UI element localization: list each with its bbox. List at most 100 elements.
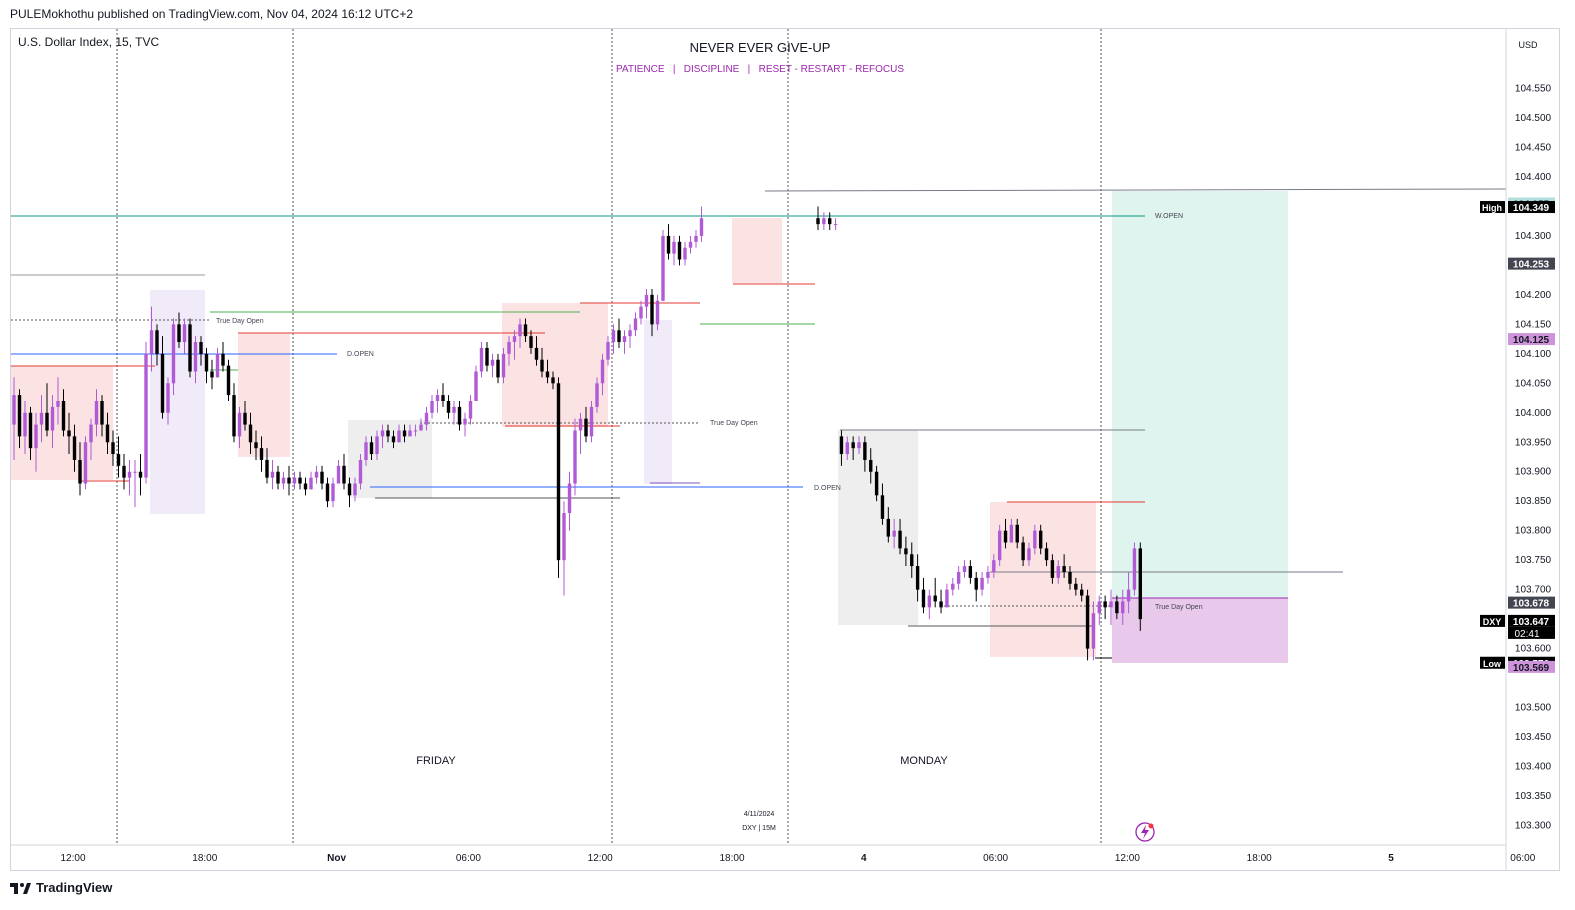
candle (851, 436, 855, 460)
candle (83, 436, 88, 490)
candle (1132, 542, 1137, 596)
price-label-value: 104.125 (1513, 335, 1550, 346)
candle-body (683, 247, 687, 260)
candle (215, 347, 220, 378)
candle (562, 501, 566, 596)
candle-body (699, 218, 704, 236)
annotation-layer: W.OPEN D.OPEN D.OPEN True Day Open True Day … (216, 213, 1203, 842)
candle-body (490, 359, 495, 366)
candle (12, 377, 16, 460)
candle-body (177, 324, 181, 343)
candle (833, 218, 838, 231)
symbol-legend[interactable]: U.S. Dollar Index, 15, TVC (18, 35, 160, 49)
candle (490, 353, 495, 378)
candle (353, 477, 357, 502)
candle (683, 241, 687, 266)
time-label: 18:00 (1247, 853, 1272, 864)
price-label: 103.569 (1508, 660, 1555, 674)
candle (193, 336, 198, 384)
candle (468, 395, 473, 425)
candle (138, 454, 143, 496)
candle (254, 430, 258, 460)
candle-body (1085, 595, 1090, 649)
candle (1027, 542, 1031, 567)
candle (1050, 554, 1055, 584)
price-label-bg (1508, 596, 1555, 609)
candle (986, 566, 990, 584)
candle-body (1033, 530, 1037, 549)
monday-label: MONDAY (900, 755, 948, 767)
candle-body (617, 330, 621, 343)
candle (1021, 536, 1025, 567)
candle-body (171, 324, 176, 384)
zone-purple-2 (644, 320, 672, 484)
candle-body (589, 406, 594, 437)
candle (331, 477, 335, 508)
candle (628, 324, 632, 348)
candle (380, 424, 385, 449)
candle (61, 389, 66, 437)
candle-body (105, 424, 110, 443)
candle (265, 448, 269, 484)
candle (358, 454, 363, 490)
candle-body (215, 353, 220, 378)
candle (699, 206, 704, 242)
candle (50, 395, 55, 449)
candle (874, 465, 879, 502)
price-tag: DXY (1483, 617, 1502, 627)
candle-body (391, 436, 396, 443)
candle (1003, 518, 1008, 549)
candle (523, 318, 528, 343)
candle (452, 400, 456, 425)
candles-layer (12, 206, 1142, 661)
time-label: Nov (327, 853, 346, 864)
price-tick: 103.400 (1515, 762, 1552, 773)
price-tick: 104.200 (1515, 290, 1552, 301)
candle-body (512, 336, 517, 343)
candle (997, 524, 1002, 567)
candle-body (606, 342, 610, 360)
candle-body (694, 235, 698, 242)
candle-body (12, 395, 16, 425)
candle (155, 324, 159, 366)
candle (910, 542, 914, 578)
candle-body (851, 442, 855, 449)
candle (822, 212, 826, 231)
price-label: 104.349 High (1480, 201, 1555, 214)
price-tick: 104.050 (1515, 378, 1552, 389)
candle (512, 330, 517, 360)
candle-body (1021, 542, 1025, 561)
candle-body (567, 483, 572, 514)
currency-label: USD (1518, 40, 1538, 50)
candle-body (67, 430, 71, 437)
candle-body (672, 241, 676, 254)
candle (933, 577, 937, 608)
price-tick: 103.600 (1515, 644, 1552, 655)
candle-body (248, 424, 253, 443)
candle (133, 459, 137, 508)
candle-body (259, 448, 264, 460)
candle (501, 347, 506, 384)
candle (573, 418, 577, 496)
candle (863, 436, 867, 472)
candle (974, 571, 978, 602)
candle (606, 336, 610, 366)
candle (188, 318, 192, 378)
candle-body (331, 483, 335, 502)
time-axis: 12:00 18:00 Nov 06:00 12:00 18:00 4 06:00 12:00 1… (11, 844, 1536, 864)
candle-body (1132, 548, 1137, 590)
candle (45, 383, 49, 437)
candle (276, 465, 280, 490)
candle (39, 395, 44, 443)
candle-body (1044, 548, 1049, 561)
candle-body (595, 383, 599, 407)
candle (199, 336, 203, 366)
tradingview-logo[interactable]: TradingView (10, 880, 112, 895)
candle (34, 412, 38, 472)
candle-body (226, 365, 231, 396)
candle (644, 288, 649, 319)
price-tag: High (1482, 203, 1502, 213)
candle (281, 471, 286, 490)
candle (672, 235, 676, 266)
